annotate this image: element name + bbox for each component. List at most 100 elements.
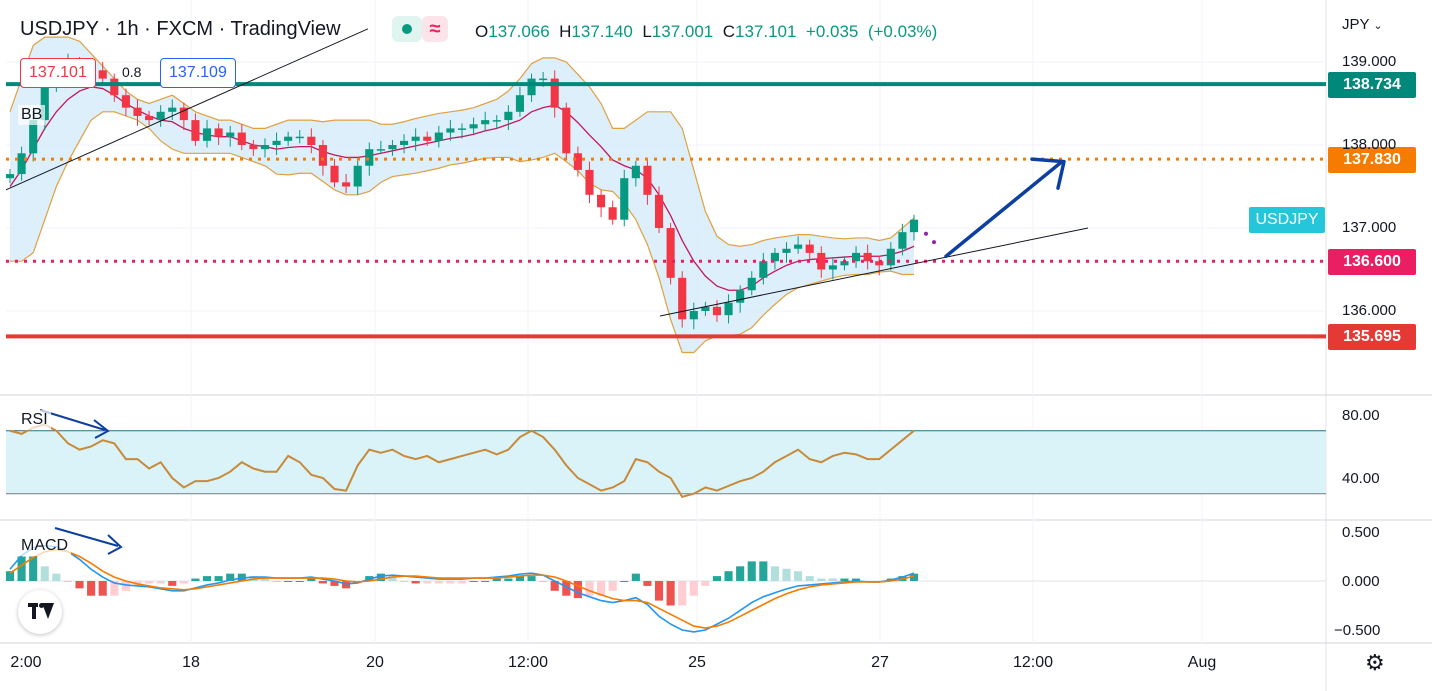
macd-histogram-bar — [724, 571, 733, 581]
candle-body — [353, 165, 362, 187]
symbol-header[interactable]: USDJPY · 1h · FXCM · TradingView — [20, 18, 341, 41]
macd-indicator-label[interactable]: MACD — [18, 536, 72, 556]
macd-histogram-bar — [423, 581, 432, 584]
macd-histogram-bar — [597, 581, 606, 596]
candle-body — [330, 165, 339, 183]
candle-body — [29, 120, 38, 154]
candle-body — [909, 219, 919, 233]
candle-body — [179, 107, 188, 121]
open-value: 137.066 — [488, 22, 550, 41]
macd-histogram-bar — [284, 581, 293, 582]
macd-histogram-bar — [573, 581, 582, 599]
candle-body — [17, 153, 26, 175]
price-tag-red: 135.695 — [1328, 324, 1416, 350]
interval-label[interactable]: 1h — [116, 18, 139, 40]
bollinger-lower-band — [10, 111, 914, 354]
candle-body — [666, 228, 675, 278]
low-label: L — [642, 22, 652, 41]
tradingview-logo-icon[interactable] — [18, 590, 62, 634]
macd-histogram-bar — [585, 581, 594, 596]
candle-body — [863, 252, 872, 262]
symbol-tag: USDJPY — [1249, 207, 1325, 233]
buy-price-button[interactable]: 137.109 — [160, 58, 236, 88]
y-tick-label: 136.000 — [1342, 302, 1397, 319]
candle-body — [759, 261, 768, 278]
marker-dot — [924, 231, 928, 236]
macd-histogram-bar — [620, 581, 629, 582]
spread-value: 0.8 — [122, 64, 142, 80]
candle-body — [376, 149, 385, 151]
macd-histogram-bar — [782, 568, 791, 581]
exchange-label: FXCM — [156, 18, 214, 40]
macd-divergence-arrow-head — [107, 534, 123, 555]
candle-body — [5, 174, 15, 179]
bb-indicator-label[interactable]: BB — [18, 105, 46, 125]
gear-icon[interactable]: ⚙ — [1365, 650, 1385, 675]
marker-dot — [932, 240, 936, 245]
rsi-divergence-arrow — [39, 409, 106, 431]
trendline-upper — [5, 28, 369, 191]
macd-histogram-bar — [562, 581, 571, 596]
candle-body — [133, 107, 142, 116]
currency-menu[interactable]: JPY ⌄ — [1342, 16, 1383, 33]
macd-histogram-bar — [828, 578, 837, 581]
macd-histogram-bar — [40, 566, 49, 581]
macd-histogram-bar — [550, 581, 559, 591]
candle-body — [747, 277, 756, 291]
macd-tick-label: 0.000 — [1342, 573, 1380, 590]
y-tick-label: 137.000 — [1342, 219, 1397, 236]
macd-histogram-bar — [87, 581, 96, 596]
macd-histogram-bar — [260, 578, 270, 581]
macd-histogram-bar — [399, 581, 409, 582]
candle-body — [492, 120, 501, 122]
sell-price-button[interactable]: 137.101 — [20, 58, 96, 88]
macd-histogram-bar — [608, 581, 617, 591]
macd-histogram-bar — [434, 581, 443, 584]
rsi-tick-label: 40.00 — [1342, 470, 1380, 487]
date-label: 20 — [366, 654, 384, 671]
candle-body — [272, 140, 281, 145]
macd-histogram-bar — [678, 581, 687, 606]
candle-body — [527, 78, 536, 96]
macd-histogram-bar — [330, 581, 339, 586]
platform-label: TradingView — [230, 18, 341, 40]
low-value: 137.001 — [651, 22, 714, 41]
rsi-indicator-label[interactable]: RSI — [18, 410, 51, 430]
candle-body — [226, 132, 235, 137]
candle-body — [875, 261, 884, 266]
candle-body — [597, 194, 606, 208]
macd-histogram-bar — [388, 576, 397, 581]
macd-histogram-bar — [539, 581, 548, 582]
date-label: 2:00 — [10, 654, 42, 671]
macd-histogram-bar — [701, 581, 710, 586]
signal-line — [9, 548, 915, 629]
candle-body — [110, 78, 119, 96]
candle-body — [736, 290, 745, 303]
macd-histogram-bar — [527, 576, 536, 581]
close-label: C — [722, 22, 735, 41]
candle-body — [156, 111, 165, 121]
macd-histogram-bar — [805, 576, 814, 581]
candle-body — [260, 145, 270, 150]
rsi-divergence-arrow-head — [93, 419, 110, 439]
change-percent: (+0.03%) — [867, 22, 938, 41]
candle-body — [828, 265, 837, 270]
macd-tick-label: −0.500 — [1334, 622, 1381, 639]
candle-body — [654, 194, 664, 228]
symbol-name[interactable]: USDJPY — [20, 18, 99, 40]
ohlc-readout: O137.066 H137.140 L137.001 C137.101 +0.0… — [475, 22, 937, 42]
macd-histogram-bar — [272, 581, 281, 582]
close-value: 137.101 — [734, 22, 797, 41]
trendline-support — [659, 227, 1089, 317]
candle-body — [550, 78, 559, 108]
candle-body — [585, 169, 594, 195]
candle-body — [515, 95, 525, 112]
macd-histogram-bar — [770, 566, 779, 581]
wave-icon[interactable]: ≈ — [422, 16, 448, 42]
macd-histogram-bar — [736, 566, 745, 581]
candle-body — [851, 252, 861, 262]
eye-dot-icon[interactable] — [392, 16, 422, 42]
macd-histogram-bar — [226, 573, 235, 581]
